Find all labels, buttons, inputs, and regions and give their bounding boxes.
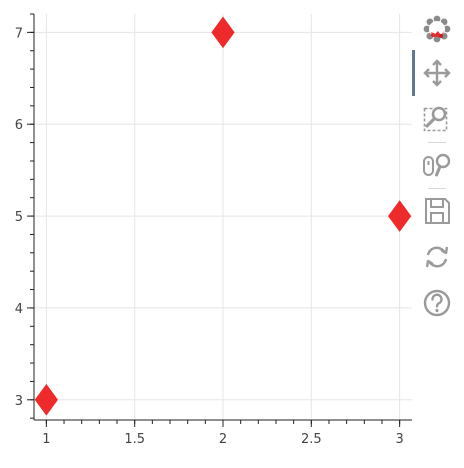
- y-axis: 3 4 5 6 7: [15, 13, 34, 419]
- x-tick-label: 2.5: [301, 432, 322, 447]
- x-tick-label: 1.5: [124, 432, 145, 447]
- y-tick-label: 7: [15, 26, 23, 41]
- reset-tool-icon[interactable]: [422, 242, 452, 272]
- y-tick-label: 5: [15, 210, 23, 225]
- data-points: [34, 16, 412, 416]
- x-tick-label: 2: [219, 432, 227, 447]
- box-zoom-tool-icon[interactable]: [422, 104, 452, 134]
- toolbar: [412, 8, 462, 328]
- bokeh-logo-icon: [422, 14, 452, 44]
- active-tool-indicator: [412, 50, 415, 96]
- save-tool-icon[interactable]: [422, 196, 452, 226]
- help-tool-icon[interactable]: [422, 288, 452, 318]
- pan-tool-icon[interactable]: [422, 58, 452, 88]
- x-tick-label: 3: [395, 432, 403, 447]
- x-axis: 1 1.5 2 2.5 3: [42, 420, 404, 447]
- data-point-diamond: [211, 16, 235, 49]
- data-point-diamond: [34, 383, 58, 416]
- data-point-diamond: [388, 200, 412, 232]
- toolbar-separator: [428, 188, 446, 189]
- y-tick-label: 3: [15, 394, 23, 409]
- wheel-zoom-tool-icon[interactable]: [422, 150, 452, 180]
- toolbar-separator: [428, 142, 446, 143]
- grid-lines: [34, 14, 412, 420]
- scatter-plot[interactable]: 1 1.5 2 2.5 3 3 4 5 6 7: [0, 0, 412, 468]
- x-tick-label: 1: [42, 432, 50, 447]
- y-tick-label: 4: [15, 302, 23, 317]
- y-tick-label: 6: [15, 118, 23, 133]
